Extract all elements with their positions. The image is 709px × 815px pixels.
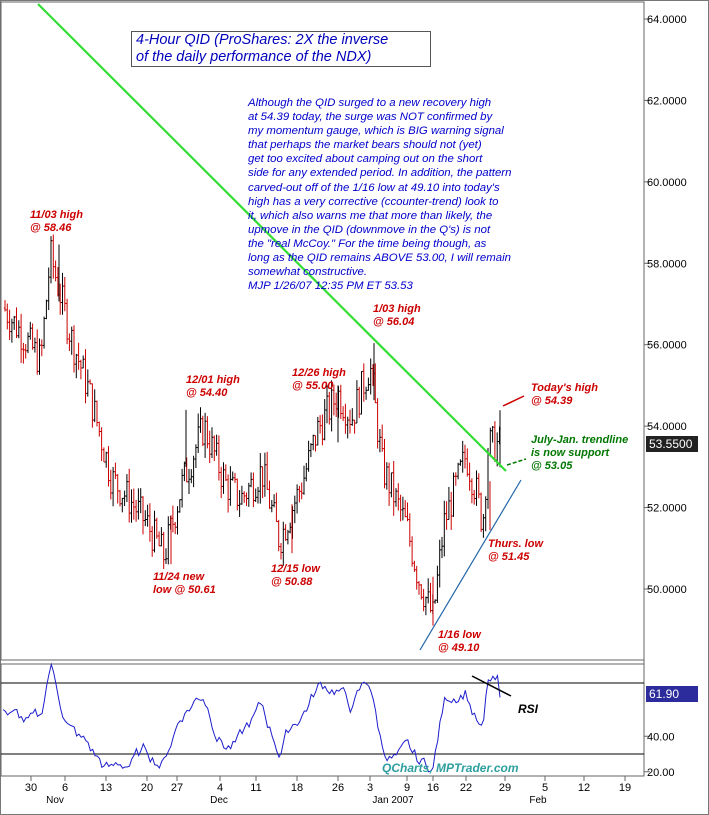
x-tick-label: 18 (291, 782, 303, 794)
annotation-label: @ 58.46 (30, 222, 72, 234)
annotation-label: @ 53.05 (531, 460, 573, 472)
x-axis: 30 6 13 20 27 4 11 18 26 3 9 16 22 29 5 12 19 Nov Dec Jan 2… (1, 775, 644, 806)
price-panel (0, 1, 645, 661)
price-tick-label: 60.0000 (647, 177, 687, 189)
last-price-badge: 53.5500 (646, 436, 698, 452)
downtrend-line (37, 3, 507, 472)
price-axis: 64.0000 62.0000 60.0000 58.0000 56.0000 54.00… (644, 14, 687, 596)
annotation-label: 11/03 high (30, 209, 83, 221)
x-tick-label: 5 (542, 782, 548, 794)
commentary-text: Although the QID surged to a new recover… (248, 97, 512, 293)
todays-high-arrow (502, 395, 525, 407)
annotation-label: @ 54.40 (186, 387, 228, 399)
x-month-label: Jan 2007 (372, 795, 414, 806)
annotation-label: 12/15 low (271, 563, 321, 575)
price-tick-label: 54.0000 (647, 421, 687, 433)
annotation-label: Thurs. low (488, 538, 544, 550)
price-tick-label: 58.0000 (647, 258, 687, 270)
annotation-label: 12/01 high (186, 374, 240, 386)
x-tick-label: 13 (100, 782, 112, 794)
x-tick-label: 6 (62, 782, 68, 794)
rsi-last-badge: 61.90 (646, 686, 698, 702)
x-tick-label: 26 (332, 782, 344, 794)
price-bars (3, 234, 501, 626)
price-tick-label: 56.0000 (647, 340, 687, 352)
price-tick-label: 52.0000 (647, 503, 687, 515)
chart-title: 4-Hour QID (ProShares: 2X the inverse of… (131, 31, 431, 67)
x-tick-label: 27 (171, 782, 183, 794)
annotation-label: @ 51.45 (488, 551, 530, 563)
annotation-label: 12/26 high (292, 367, 346, 379)
price-tick-label: 50.0000 (647, 584, 687, 596)
x-tick-label: 20 (141, 782, 153, 794)
price-tick-label: 64.0000 (647, 14, 687, 26)
x-tick-label: 3 (367, 782, 373, 794)
annotation-label: @ 50.88 (271, 576, 313, 588)
rsi-label: RSI (518, 702, 539, 716)
support-trendline (419, 479, 522, 651)
x-month-label: Feb (529, 795, 547, 806)
x-tick-label: 22 (460, 782, 472, 794)
annotation-label: @ 54.39 (531, 395, 573, 407)
x-month-label: Dec (210, 795, 228, 806)
rsi-axis: 40.00 20.00 (644, 731, 675, 779)
annotation-label: low @ 50.61 (153, 584, 216, 596)
annotation-label: 1/03 high (373, 303, 421, 315)
annotation-label: @ 56.04 (373, 316, 414, 328)
x-tick-label: 12 (578, 782, 590, 794)
rsi-divergence-line (471, 675, 512, 697)
rsi-line (2, 662, 501, 773)
x-tick-label: 30 (25, 782, 37, 794)
x-tick-label: 9 (404, 782, 410, 794)
annotation-label: 1/16 low (438, 629, 482, 641)
rsi-panel (0, 663, 645, 777)
rsi-tick-label: 20.00 (647, 767, 675, 779)
x-tick-label: 19 (619, 782, 631, 794)
annotation-label: @ 55.00 (292, 380, 334, 392)
support-arrow (506, 458, 527, 466)
annotations: 11/03 high@ 58.46 12/01 high@ 54.40 12/26 … (30, 209, 628, 654)
watermark: QCharts, MPTrader.com (382, 761, 519, 775)
annotation-label: Today's high (531, 382, 598, 394)
x-month-label: Nov (46, 795, 64, 806)
title-line-1: 4-Hour QID (ProShares: 2X the inverse (136, 32, 389, 48)
x-tick-label: 16 (427, 782, 439, 794)
price-tick-label: 62.0000 (647, 95, 687, 107)
annotation-label: July-Jan. trendline (531, 434, 628, 446)
annotation-label: is now support (531, 447, 611, 459)
annotation-label: @ 49.10 (438, 642, 480, 654)
x-tick-label: 29 (499, 782, 511, 794)
x-tick-label: 11 (250, 782, 261, 794)
x-tick-label: 4 (217, 782, 223, 794)
title-line-2: of the daily performance of the NDX) (136, 49, 372, 65)
rsi-tick-label: 40.00 (647, 731, 675, 743)
annotation-label: 11/24 new (153, 571, 206, 583)
